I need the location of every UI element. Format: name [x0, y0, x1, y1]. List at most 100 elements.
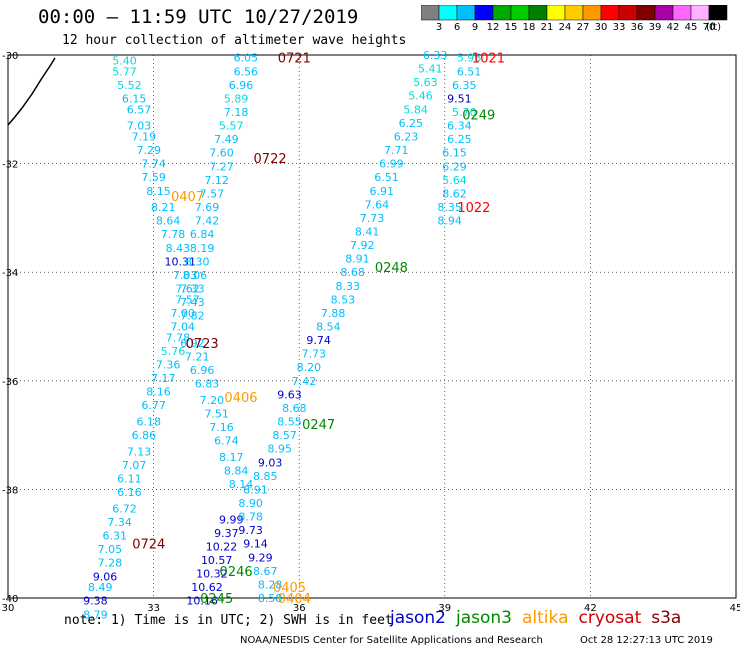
pass-time-label: 0404 — [278, 592, 311, 607]
y-tick-label: -30 — [2, 51, 18, 62]
pass-time-label: 0249 — [462, 109, 495, 124]
wave-height-value: 8.17 — [219, 451, 244, 464]
wave-height-value: 6.11 — [117, 473, 142, 486]
pass-time-label: 1022 — [457, 201, 490, 216]
wave-height-value: 8.84 — [224, 464, 249, 477]
color-scale-unit: (ft) — [706, 22, 722, 33]
wave-height-value: 6.34 — [447, 120, 472, 133]
wave-height-value: 7.20 — [200, 394, 225, 407]
wave-height-value: 7.57 — [200, 187, 225, 200]
wave-height-value: 8.14 — [229, 478, 254, 491]
wave-height-value: 8.49 — [88, 581, 113, 594]
wave-height-value: 6.96 — [190, 364, 215, 377]
wave-height-value: 8.35 — [437, 201, 462, 214]
color-scale-bar — [421, 5, 728, 21]
wave-height-value: 7.05 — [98, 543, 123, 556]
wave-height-value: 7.88 — [321, 307, 346, 320]
wave-height-value: 6.92 — [180, 337, 205, 350]
wave-height-value: 7.17 — [151, 372, 176, 385]
pass-time-label: 1021 — [472, 52, 505, 67]
pass-time-label: 0406 — [224, 391, 257, 406]
wave-height-value: 5.89 — [224, 92, 249, 105]
pass-time-label: 0723 — [186, 337, 219, 352]
pass-time-label: 0405 — [273, 581, 306, 596]
wave-height-value: 5.57 — [219, 120, 244, 133]
color-scale-label: 12 — [486, 22, 500, 33]
wave-height-value: 6.25 — [399, 117, 424, 130]
wave-height-value: 7.21 — [185, 350, 210, 363]
wave-height-value: 8.15 — [146, 185, 171, 198]
color-scale-label: 3 — [435, 22, 443, 33]
wave-height-value: 10.22 — [206, 540, 238, 553]
color-scale-label: 45 — [684, 22, 698, 33]
wave-height-value: 5.77 — [112, 65, 137, 78]
wave-height-value: 8.91 — [345, 253, 370, 266]
pass-time-label: 0246 — [220, 565, 253, 580]
wave-height-value: 7.49 — [214, 133, 239, 146]
wave-height-value: 7.34 — [107, 516, 132, 529]
color-scale-label: 9 — [471, 22, 479, 33]
pass-time-label: 0248 — [375, 261, 408, 276]
wave-height-value: 6.86 — [132, 429, 157, 442]
wave-height-value: 6.51 — [374, 171, 399, 184]
wave-height-value: 8.85 — [253, 470, 278, 483]
wave-height-value: 10.32 — [196, 568, 228, 581]
wave-height-value: 8.28 — [258, 578, 283, 591]
wave-height-value: 7.51 — [204, 407, 229, 420]
wave-height-value: 7.42 — [292, 375, 317, 388]
wave-height-value: 8.41 — [355, 225, 380, 238]
wave-height-value: 7.16 — [209, 421, 234, 434]
wave-height-value: 8.62 — [442, 187, 467, 200]
wave-height-value: 9.74 — [306, 334, 331, 347]
wave-height-value: 5.41 — [418, 63, 443, 76]
wave-height-value: 6.31 — [103, 530, 128, 543]
wave-height-value: 8.55 — [277, 416, 302, 429]
wave-height-value: 7.82 — [180, 310, 205, 323]
pass-time-label: 0724 — [132, 538, 165, 553]
wave-height-value: 8.43 — [166, 242, 191, 255]
satellite-legend: jason2 jason3 altika cryosat s3a — [390, 608, 691, 628]
wave-height-value: 8.33 — [335, 280, 360, 293]
pass-time-label: 0722 — [254, 152, 287, 167]
y-tick-label: -36 — [2, 377, 18, 388]
wave-height-value: 7.57 — [175, 293, 200, 306]
wave-height-value: 10.31 — [165, 255, 197, 268]
wave-height-value: 7.00 — [170, 307, 195, 320]
source-credit: NOAA/NESDIS Center for Satellite Applica… — [240, 635, 543, 646]
wave-height-value: 8.21 — [151, 201, 176, 214]
wave-height-value: 8.94 — [437, 215, 462, 228]
wave-height-value: 7.78 — [166, 331, 191, 344]
wave-height-value: 9.51 — [447, 92, 472, 105]
wave-height-value: 7.33 — [180, 282, 205, 295]
wave-height-value: 6.05 — [234, 52, 259, 65]
color-scale-label: 39 — [648, 22, 662, 33]
color-scale-label: 27 — [576, 22, 590, 33]
wave-height-value: 9.29 — [248, 551, 273, 564]
color-scale-label: 6 — [453, 22, 461, 33]
wave-height-value: 8.53 — [331, 293, 356, 306]
y-tick-label: -32 — [2, 160, 18, 171]
wave-height-value: 8.58 — [258, 592, 283, 605]
wave-height-value: 5.70 — [452, 106, 477, 119]
wave-height-value: 7.73 — [302, 348, 327, 361]
wave-height-value: 8.64 — [156, 215, 181, 228]
wave-height-value: 6.72 — [112, 502, 137, 515]
wave-height-value: 6.15 — [442, 147, 467, 160]
wave-height-value: 9.38 — [83, 595, 108, 608]
wave-height-value: 9.06 — [93, 570, 118, 583]
wave-height-value: 8.91 — [243, 483, 268, 496]
wave-height-value: 6.74 — [214, 435, 239, 448]
wave-height-value: 8.20 — [297, 361, 322, 374]
wave-height-value: 6.33 — [423, 49, 448, 62]
wave-height-value: 6.57 — [127, 103, 152, 116]
wave-height-value: 5.46 — [408, 90, 433, 103]
wave-height-value: 8.68 — [340, 266, 365, 279]
wave-height-value: 10.57 — [201, 554, 233, 567]
wave-height-value: 6.16 — [117, 486, 142, 499]
legend-entry-jason2: jason2 — [390, 608, 446, 628]
wave-height-value: 8.30 — [185, 255, 210, 268]
wave-height-value: 9.63 — [277, 388, 302, 401]
wave-height-value: 6.51 — [457, 65, 482, 78]
wave-height-value: 7.59 — [141, 171, 166, 184]
